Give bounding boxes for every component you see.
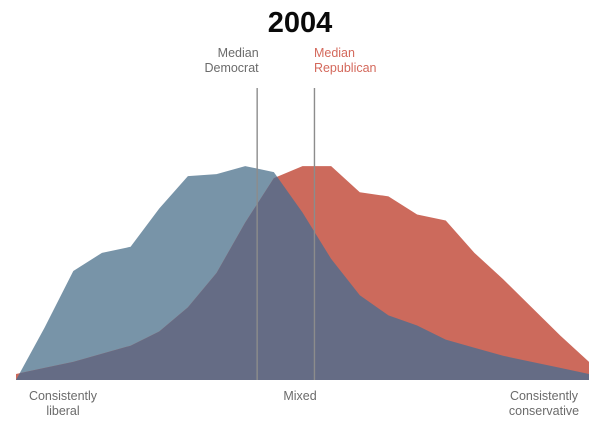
axis-label-mixed: Mixed [250, 389, 350, 404]
axis-label-left-line2: liberal [46, 404, 80, 418]
median-democrat-label-line2: Democrat [204, 61, 259, 75]
axis-label-center-line1: Mixed [283, 389, 317, 403]
median-republican-label: Median Republican [252, 46, 377, 76]
median-democrat-label: Median Democrat [198, 46, 318, 76]
page-title: 2004 [267, 7, 333, 39]
axis-label-left-line1: Consistently [28, 389, 98, 403]
axis-label-right-line1: Consistently [509, 389, 579, 403]
axis-label-consistently-conservative: Consistently conservative [492, 389, 596, 419]
median-republican-label-line1: Median [313, 46, 355, 60]
median-democrat-label-line1: Median [217, 46, 259, 60]
median-republican-label-line2: Republican [313, 61, 377, 75]
axis-label-consistently-liberal: Consistently liberal [8, 389, 118, 419]
axis-label-right-line2: conservative [508, 404, 580, 418]
